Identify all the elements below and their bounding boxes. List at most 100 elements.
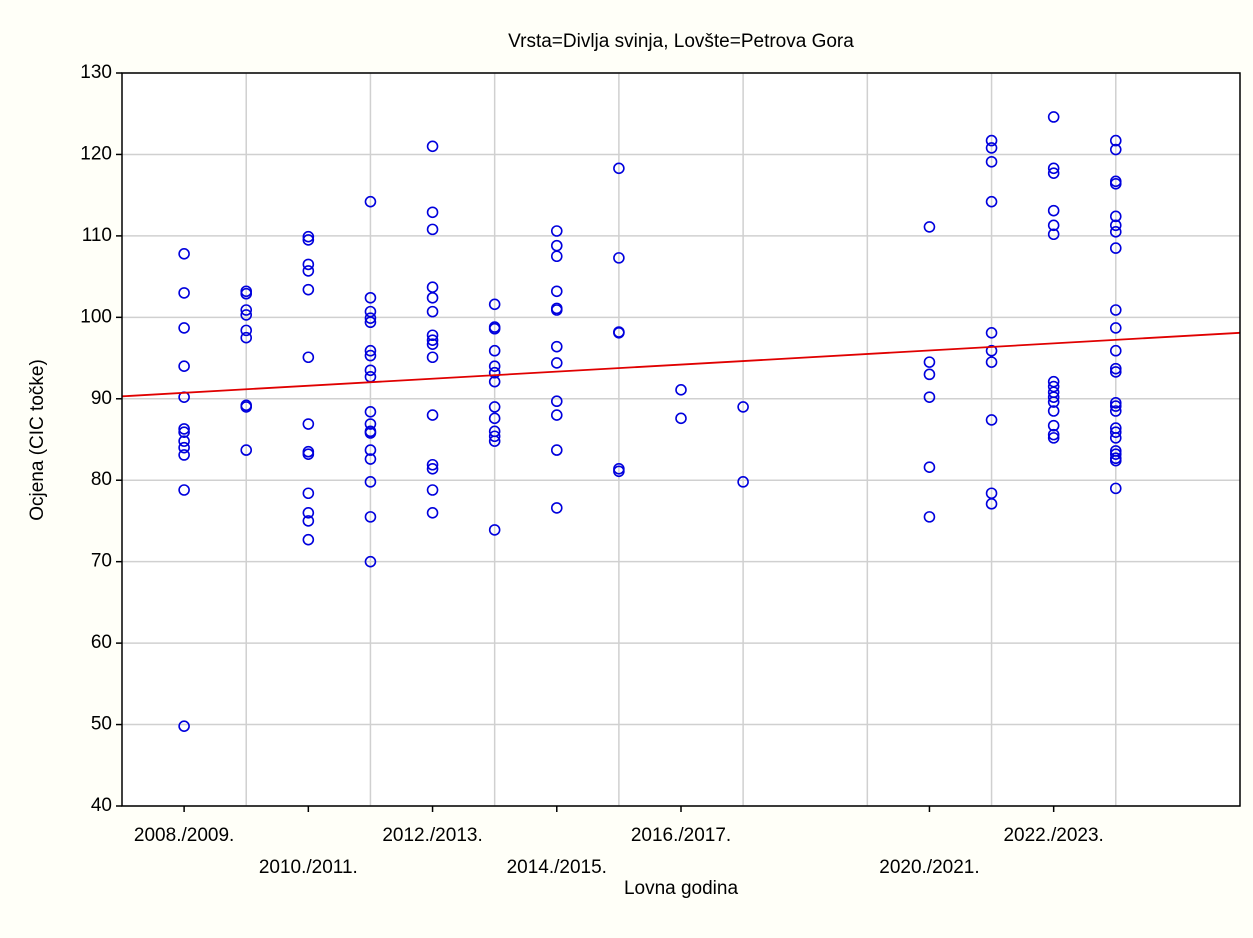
point [426, 334, 439, 346]
x-axis-label: Lovna godina [624, 878, 739, 899]
point [923, 221, 936, 233]
point [302, 418, 315, 430]
point [550, 502, 563, 514]
y-tick-label: 60 [91, 632, 112, 653]
y-tick-label: 130 [80, 62, 112, 83]
point [488, 298, 501, 311]
point [302, 258, 315, 271]
point [985, 134, 998, 147]
point [1047, 419, 1060, 432]
y-tick-label: 110 [82, 225, 112, 246]
point [1109, 362, 1122, 375]
point [178, 449, 190, 461]
point [364, 349, 377, 362]
point [1109, 454, 1122, 467]
point [1109, 400, 1122, 412]
point [426, 506, 439, 519]
point [302, 283, 315, 296]
point [426, 305, 439, 318]
marks [121, 111, 1241, 732]
point [426, 291, 439, 304]
point [178, 441, 190, 454]
point [364, 344, 377, 357]
plot-frame [121, 72, 1241, 807]
point [550, 340, 563, 353]
point [1047, 428, 1060, 441]
y-tick-label: 100 [80, 306, 112, 327]
point [550, 409, 563, 421]
point [302, 351, 315, 364]
point [488, 401, 501, 413]
point [1047, 391, 1060, 403]
point [488, 360, 501, 373]
point [1047, 432, 1060, 444]
y-tick-label: 70 [91, 551, 112, 572]
point [364, 511, 377, 523]
point [178, 435, 190, 447]
x-tick-label: 2022./2023. [1003, 825, 1103, 846]
point [302, 533, 315, 546]
point [985, 327, 998, 339]
point [1047, 167, 1060, 179]
point [550, 304, 563, 316]
point [426, 140, 439, 153]
point [302, 515, 315, 527]
point [364, 444, 377, 456]
point [426, 409, 439, 421]
point [985, 142, 998, 154]
point [1109, 242, 1122, 254]
point [178, 360, 190, 373]
point [737, 476, 749, 488]
point [985, 498, 998, 510]
point [1109, 134, 1122, 147]
point [613, 252, 625, 264]
point [364, 316, 377, 329]
y-tick-label: 80 [91, 469, 112, 490]
point [302, 448, 315, 460]
point [364, 195, 377, 208]
x-tick-label: 2010./2011. [259, 857, 358, 878]
point [550, 357, 563, 369]
y-axis-label: Ocjena (CIC točke) [27, 359, 48, 521]
point [364, 427, 377, 439]
point [1109, 432, 1122, 444]
point [364, 418, 377, 430]
x-tick-label: 2012./2013. [382, 825, 482, 846]
point [302, 230, 315, 243]
point [923, 391, 936, 403]
point [426, 329, 439, 342]
point [1109, 304, 1122, 316]
point [1109, 177, 1122, 190]
plot-area [122, 73, 1240, 806]
point [364, 406, 377, 418]
x-tick-label: 2016./2017. [631, 825, 731, 846]
point [240, 324, 253, 337]
point [426, 206, 439, 219]
point [488, 344, 501, 357]
point [1047, 204, 1060, 217]
point [488, 375, 501, 388]
point [426, 484, 439, 496]
point [364, 555, 377, 568]
point [923, 461, 936, 473]
point [178, 426, 190, 438]
point [1109, 448, 1122, 460]
point [550, 225, 563, 237]
point [302, 265, 315, 277]
point [1109, 210, 1122, 223]
trend-line [121, 331, 1241, 398]
point [364, 453, 377, 465]
point [178, 720, 190, 732]
point [426, 463, 439, 475]
point [364, 291, 377, 304]
point [426, 338, 439, 351]
point [1109, 219, 1122, 232]
point [613, 465, 625, 478]
point [675, 384, 687, 396]
point [488, 412, 501, 425]
point [675, 412, 687, 425]
point [1047, 228, 1060, 241]
point [613, 327, 625, 339]
point [178, 248, 190, 260]
